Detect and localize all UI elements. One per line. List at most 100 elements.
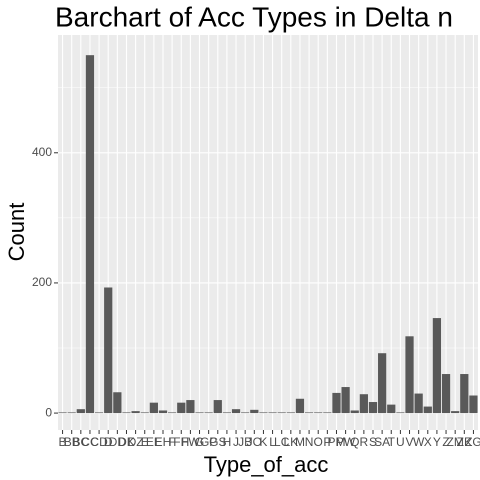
bar [323,412,332,414]
x-tick-label: O [314,435,323,449]
bar [140,412,149,414]
bar [441,374,451,414]
x-tick-label: LK [283,435,298,449]
x-tick-label: DZ [128,435,144,449]
bar [131,411,140,414]
y-tick-label: 400 [32,145,52,159]
bar [122,412,131,414]
x-tick-label: W [413,435,425,449]
bar [460,374,469,414]
bar [314,412,323,414]
bar [58,412,67,414]
x-tick-label: JB [238,435,252,449]
x-tick-label: Q [350,435,359,449]
bar [341,387,350,414]
x-tick-label: PM [327,435,345,449]
bar [149,402,158,414]
bar [451,411,460,414]
x-tick-label: E [141,435,149,449]
x-tick-label: EH [155,435,172,449]
y-tick-label: 0 [45,405,52,419]
x-tick-label: DK [118,435,135,449]
x-tick-label: CD [90,435,108,449]
bar [195,412,204,414]
bar [432,318,442,414]
bar [350,410,359,414]
bar [304,412,314,414]
x-tick-label: ZM [447,435,464,449]
bar [259,412,268,414]
x-tick-label: D [104,435,113,449]
bar [368,402,378,414]
x-tick-label: R [360,435,369,449]
bar [250,409,259,414]
bar [213,400,222,414]
bar [158,410,168,414]
x-tick-label: BC [72,435,89,449]
x-tick-label: GS [209,435,226,449]
x-tick-label: H [223,435,232,449]
x-tick-label: BB [64,435,80,449]
bar [94,412,104,414]
x-tick-label: FW [181,435,200,449]
x-tick-label: F [168,435,175,449]
x-tick-label: PW [336,435,356,449]
x-tick-label: SA [374,435,390,449]
bar [469,395,478,414]
y-axis-title: Count [4,203,29,262]
bar [67,412,76,414]
bar [396,412,405,414]
bar [222,412,232,414]
bar [286,412,295,414]
x-tick-label: JO [247,435,262,449]
bar [241,412,250,414]
x-tick-label: EE [146,435,162,449]
x-tick-label: M [295,435,305,449]
x-tick-label: CC [81,435,99,449]
x-tick-label: J [233,435,239,449]
x-tick-label: P [323,435,331,449]
y-tick-label: 200 [32,275,52,289]
bar [168,412,177,414]
panel [58,35,478,430]
bar [204,412,213,414]
x-tick-label: Z [442,435,449,449]
bar [177,402,186,414]
x-tick-label: X [424,435,432,449]
x-tick-label: S [369,435,377,449]
x-tick-label: GP [200,435,217,449]
x-tick-label: FH [173,435,189,449]
x-tick-label: U [396,435,405,449]
x-tick-label: ZG [465,435,480,449]
bar [423,406,432,414]
bar [113,392,122,414]
bar [277,412,286,414]
x-tick-label: DD [109,435,127,449]
x-tick-label: V [406,435,414,449]
bar [405,336,414,414]
bar [231,409,241,414]
x-tick-label: B [59,435,67,449]
bar [104,287,113,414]
x-tick-label: L [269,435,276,449]
x-tick-label: T [388,435,396,449]
bar [295,398,305,414]
x-axis-title: Type_of_acc [204,452,329,477]
bar [332,392,341,414]
bar [414,393,423,414]
x-tick-label: ZK [457,435,472,449]
bar [378,353,387,414]
bar [359,394,368,414]
bar [85,55,95,414]
bar [268,412,277,414]
bar [186,400,195,414]
x-tick-label: Y [433,435,441,449]
x-tick-label: N [305,435,314,449]
bar [76,409,85,414]
chart-title: Barchart of Acc Types in Delta n [55,1,453,32]
x-tick-label: G [195,435,204,449]
x-tick-label: K [259,435,267,449]
bar [387,404,396,414]
x-tick-label: LC [274,435,290,449]
